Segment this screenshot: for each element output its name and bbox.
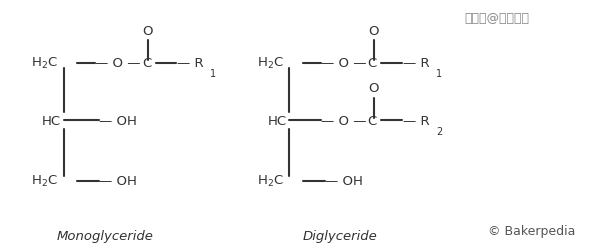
Text: Diglyceride: Diglyceride xyxy=(302,229,377,242)
Text: — O —: — O — xyxy=(95,57,140,70)
Text: O: O xyxy=(368,25,379,38)
Text: HC: HC xyxy=(42,115,61,128)
Text: 1: 1 xyxy=(211,69,217,79)
Text: — OH: — OH xyxy=(100,174,137,187)
Text: 搜狐号@前山康膳: 搜狐号@前山康膳 xyxy=(464,12,529,25)
Text: C: C xyxy=(368,57,377,70)
Text: H$_2$C: H$_2$C xyxy=(31,173,58,188)
Text: Monoglyceride: Monoglyceride xyxy=(57,229,154,242)
Text: H$_2$C: H$_2$C xyxy=(257,56,284,71)
Text: 1: 1 xyxy=(436,69,442,79)
Text: — R: — R xyxy=(177,57,204,70)
Text: — OH: — OH xyxy=(325,174,363,187)
Text: HC: HC xyxy=(267,115,286,128)
Text: O: O xyxy=(368,82,379,95)
Text: H$_2$C: H$_2$C xyxy=(31,56,58,71)
Text: H$_2$C: H$_2$C xyxy=(257,173,284,188)
Text: — O —: — O — xyxy=(321,115,366,128)
Text: — R: — R xyxy=(403,115,429,128)
Text: 2: 2 xyxy=(436,126,442,136)
Text: O: O xyxy=(143,25,153,38)
Text: C: C xyxy=(368,115,377,128)
Text: — R: — R xyxy=(403,57,429,70)
Text: — OH: — OH xyxy=(100,115,137,128)
Text: C: C xyxy=(142,57,151,70)
Text: — O —: — O — xyxy=(321,57,366,70)
Text: © Bakerpedia: © Bakerpedia xyxy=(488,224,575,237)
